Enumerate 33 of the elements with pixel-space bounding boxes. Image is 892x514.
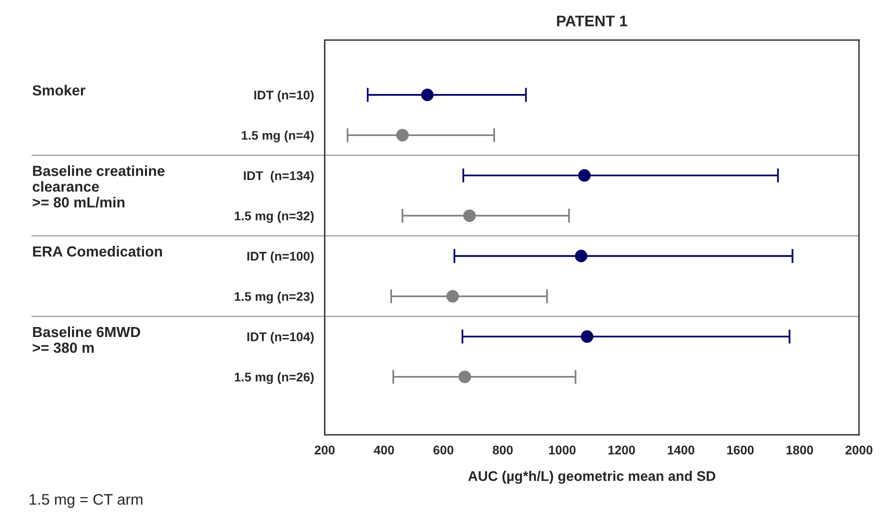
x-axis-title: AUC (µg*h/L) geometric mean and SD — [468, 470, 716, 484]
y-tick-label: IDT (n=100) — [247, 251, 314, 264]
y-tick-label: IDT (n=134) — [244, 170, 314, 183]
point — [458, 370, 472, 384]
point — [446, 290, 459, 303]
chart-title: PATENT 1 — [557, 16, 628, 26]
y-tick-label: 1.5 mg (n=23) — [234, 292, 314, 304]
point — [578, 169, 591, 182]
point — [421, 88, 434, 102]
point — [396, 128, 409, 142]
text: Baseline 6MWD >= 380 m — [32, 326, 140, 353]
text: Smoker — [32, 84, 86, 96]
x-tick-label: 1600 — [727, 446, 754, 454]
y-tick-label: 1.5 mg (n=4) — [242, 130, 314, 142]
x-tick-label: 1000 — [549, 446, 576, 454]
x-tick-label: 600 — [433, 446, 454, 454]
x-tick-label: 1200 — [608, 446, 635, 454]
point — [463, 209, 476, 222]
point — [574, 250, 588, 262]
x-tick-label: 1800 — [786, 446, 814, 454]
x-tick-label: 800 — [492, 446, 513, 454]
x-tick-label: 200 — [314, 446, 335, 454]
text: 1.5 mg = CT arm — [30, 494, 142, 508]
text: Baseline creatinine clearance >= 80 mL/min — [32, 165, 165, 208]
x-tick-label: 400 — [374, 446, 394, 454]
y-tick-label: IDT (n=10) — [254, 90, 314, 102]
x-tick-label: 2000 — [846, 446, 872, 454]
y-tick-label: 1.5 mg (n=26) — [234, 372, 314, 384]
x-tick-label: 1400 — [668, 446, 694, 454]
point — [580, 330, 594, 343]
text: ERA Comedication — [33, 246, 162, 257]
y-tick-label: IDT (n=104) — [247, 332, 314, 344]
y-tick-label: 1.5 mg (n=32) — [234, 211, 314, 223]
